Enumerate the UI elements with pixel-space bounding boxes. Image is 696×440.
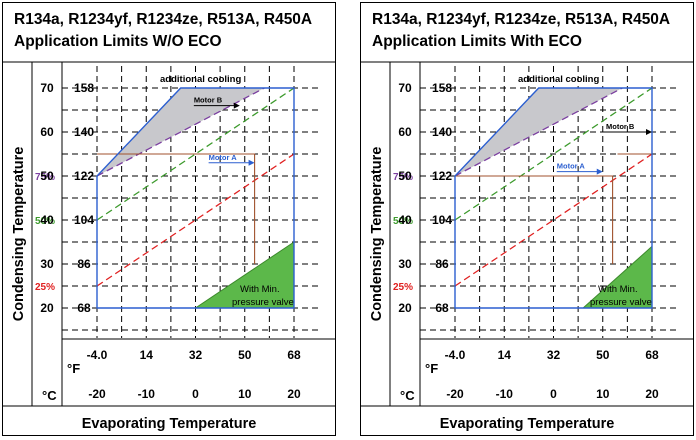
y-tick-label-f: 158 bbox=[432, 81, 452, 95]
motor-arrow-head bbox=[248, 159, 255, 166]
chart-panel-left: R134a, R1234yf, R1234ze, R513A, R450A App… bbox=[2, 2, 336, 436]
x-tick-label-c: 20 bbox=[645, 387, 659, 401]
y-tick-label-c: 30 bbox=[398, 257, 412, 271]
y-tick-label-c: 50 bbox=[398, 169, 412, 183]
y-tick-label-c: 60 bbox=[40, 125, 54, 139]
unit-label-f: °F bbox=[425, 361, 438, 376]
loading-line-75pct bbox=[454, 87, 623, 177]
x-tick-label-f: 32 bbox=[547, 348, 561, 362]
x-tick-label-f: 50 bbox=[596, 348, 610, 362]
x-tick-label-c: 0 bbox=[192, 387, 199, 401]
additional-cooling-label: additional cooling bbox=[160, 74, 241, 85]
x-tick-label-c: -10 bbox=[138, 387, 156, 401]
loading-label: 25% bbox=[35, 282, 55, 293]
y-tick-label-f: 140 bbox=[432, 125, 452, 139]
x-tick-label-c: -20 bbox=[88, 387, 106, 401]
y-tick-label-f: 122 bbox=[432, 169, 452, 183]
loading-label: 50% bbox=[393, 216, 413, 227]
chart-title: R134a, R1234yf, R1234ze, R513A, R450A bbox=[372, 11, 670, 28]
y-tick-label-c: 70 bbox=[40, 81, 54, 95]
min-pressure-label-1: With Min. bbox=[598, 284, 638, 295]
loading-line-25pct bbox=[454, 153, 653, 287]
y-tick-label-f: 68 bbox=[77, 301, 91, 315]
y-tick-label-f: 104 bbox=[74, 213, 94, 227]
operating-envelope bbox=[96, 87, 295, 309]
chart-svg: R134a, R1234yf, R1234ze, R513A, R450A App… bbox=[360, 2, 694, 436]
motor-label: Motor B bbox=[194, 96, 223, 105]
motor-label: Motor B bbox=[606, 122, 635, 131]
loading-line-25pct bbox=[96, 153, 295, 287]
motor-arrow-head bbox=[233, 102, 240, 109]
motor-arrow-head bbox=[596, 168, 603, 175]
x-axis-label: Evaporating Temperature bbox=[82, 416, 257, 432]
x-tick-label-f: 50 bbox=[238, 348, 252, 362]
y-tick-label-c: 50 bbox=[40, 169, 54, 183]
chart-panel-right: R134a, R1234yf, R1234ze, R513A, R450A App… bbox=[360, 2, 694, 436]
min-pressure-label-2: pressure valve bbox=[590, 297, 652, 308]
panel-border bbox=[2, 2, 336, 436]
chart-subtitle: Application Limits W/O ECO bbox=[14, 33, 222, 50]
panel-border bbox=[360, 2, 694, 436]
additional-cooling-region bbox=[455, 88, 623, 176]
loading-label: 25% bbox=[393, 282, 413, 293]
x-tick-label-c: -20 bbox=[446, 387, 464, 401]
loading-label: 50% bbox=[35, 216, 55, 227]
loading-label: 75% bbox=[35, 172, 55, 183]
additional-cooling-label: additional cooling bbox=[518, 74, 599, 85]
motor-label: Motor A bbox=[209, 153, 238, 162]
min-pressure-label-1: With Min. bbox=[240, 284, 280, 295]
y-tick-label-f: 122 bbox=[74, 169, 94, 183]
unit-label-f: °F bbox=[67, 361, 80, 376]
y-tick-label-c: 70 bbox=[398, 81, 412, 95]
y-tick-label-f: 158 bbox=[74, 81, 94, 95]
operating-envelope bbox=[454, 87, 653, 309]
y-axis-label: Condensing Temperature bbox=[369, 147, 385, 322]
x-tick-label-c: 10 bbox=[596, 387, 610, 401]
x-tick-label-f: 68 bbox=[645, 348, 659, 362]
min-pressure-label-2: pressure valve bbox=[232, 297, 294, 308]
y-tick-label-c: 30 bbox=[40, 257, 54, 271]
unit-label-c: °C bbox=[400, 388, 415, 403]
x-tick-label-f: 68 bbox=[287, 348, 301, 362]
y-tick-label-f: 104 bbox=[432, 213, 452, 227]
x-tick-label-f: 32 bbox=[189, 348, 203, 362]
loading-line-75pct bbox=[96, 87, 265, 177]
motor-limit-line bbox=[97, 153, 256, 264]
x-tick-label-f: 14 bbox=[498, 348, 512, 362]
motor-label: Motor A bbox=[557, 162, 586, 171]
chart-subtitle: Application Limits With ECO bbox=[372, 33, 582, 50]
y-tick-label-f: 140 bbox=[74, 125, 94, 139]
loading-label: 75% bbox=[393, 172, 413, 183]
unit-label-c: °C bbox=[42, 388, 57, 403]
y-tick-label-c: 20 bbox=[398, 301, 412, 315]
motor-arrow-head bbox=[646, 129, 652, 135]
y-tick-label-f: 86 bbox=[435, 257, 449, 271]
x-tick-label-f: -4.0 bbox=[87, 348, 108, 362]
loading-line-50pct bbox=[96, 87, 295, 221]
y-tick-label-c: 60 bbox=[398, 125, 412, 139]
chart-title: R134a, R1234yf, R1234ze, R513A, R450A bbox=[14, 11, 312, 28]
x-tick-label-f: -4.0 bbox=[445, 348, 466, 362]
y-tick-label-f: 68 bbox=[435, 301, 449, 315]
y-tick-label-f: 86 bbox=[77, 257, 91, 271]
motor-limit-line bbox=[455, 175, 614, 264]
y-tick-label-c: 20 bbox=[40, 301, 54, 315]
x-tick-label-f: 14 bbox=[140, 348, 154, 362]
x-tick-label-c: 20 bbox=[287, 387, 301, 401]
chart-svg: R134a, R1234yf, R1234ze, R513A, R450A App… bbox=[2, 2, 336, 436]
y-tick-label-c: 40 bbox=[398, 213, 412, 227]
x-tick-label-c: -10 bbox=[496, 387, 514, 401]
loading-line-50pct bbox=[454, 87, 653, 221]
x-tick-label-c: 10 bbox=[238, 387, 252, 401]
y-axis-label: Condensing Temperature bbox=[11, 147, 27, 322]
grid bbox=[420, 66, 678, 338]
y-tick-label-c: 40 bbox=[40, 213, 54, 227]
x-tick-label-c: 0 bbox=[550, 387, 557, 401]
x-axis-label: Evaporating Temperature bbox=[440, 416, 615, 432]
